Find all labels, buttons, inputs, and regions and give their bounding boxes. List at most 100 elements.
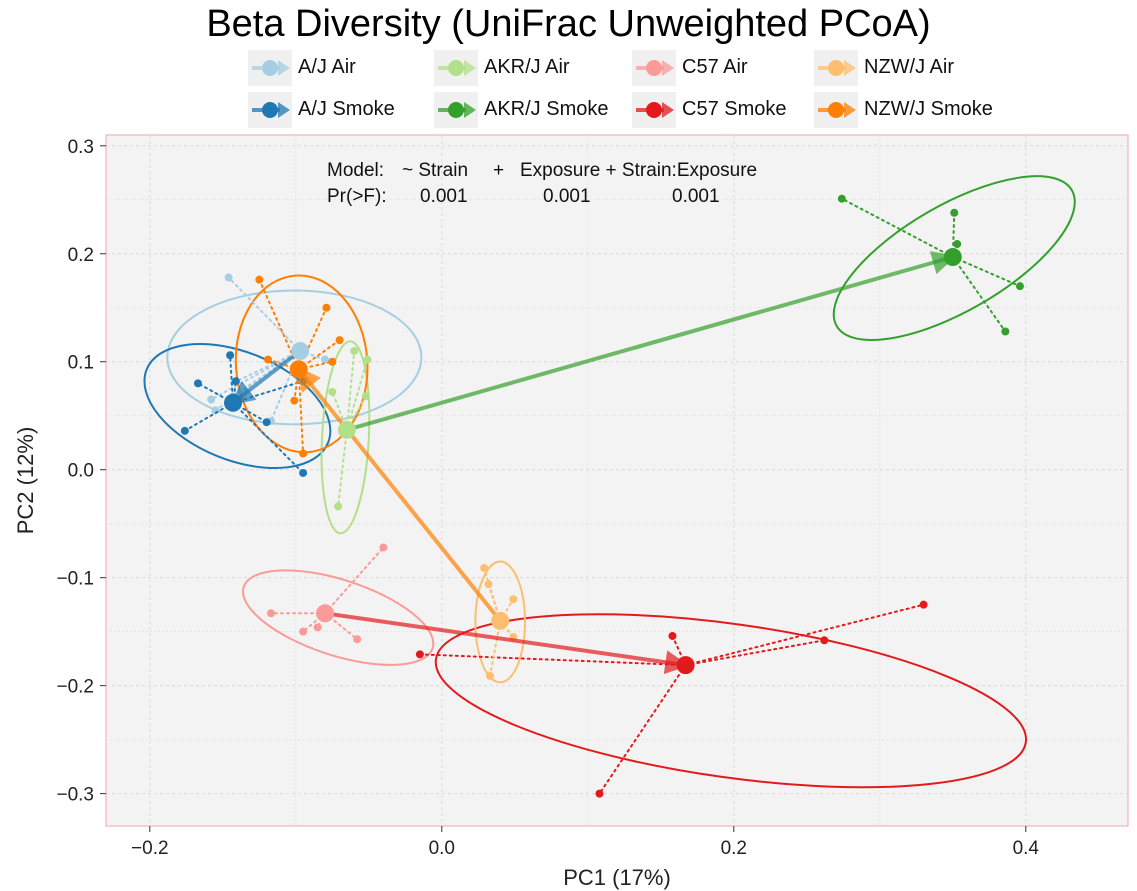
point-c57-smoke	[415, 650, 424, 659]
point-akr-j-air	[363, 355, 372, 364]
shift-arrow	[324, 611, 690, 675]
ellipse-a-j-air	[166, 289, 423, 426]
spider-line-a-j-air	[210, 349, 302, 401]
point-a-j-air	[207, 395, 216, 404]
shift-arrow	[230, 349, 302, 405]
spider-line-akr-j-air	[345, 349, 356, 431]
legend-key-icon	[248, 92, 292, 128]
spider-line-c57-smoke	[598, 664, 687, 795]
y-tick-label: 0.0	[68, 461, 94, 482]
spider-line-a-j-air	[299, 349, 326, 361]
x-tick-label: 0.2	[721, 838, 747, 859]
y-tick-label: 0.1	[68, 353, 94, 374]
spider-line-akr-j-air	[337, 428, 348, 508]
model-term: Exposure + Strain:Exposure	[520, 160, 757, 181]
centroid-a-j-air	[291, 341, 310, 360]
centroid-nzw-j-smoke	[289, 360, 308, 379]
y-tick-label: −0.2	[56, 677, 94, 698]
legend-label: C57 Air	[682, 56, 748, 78]
point-a-j-smoke	[226, 351, 235, 360]
legend-key-icon	[814, 92, 858, 128]
point-a-j-smoke	[299, 468, 308, 477]
point-a-j-smoke	[193, 379, 202, 388]
point-a-j-smoke	[231, 377, 240, 386]
point-c57-smoke	[668, 631, 677, 640]
point-nzw-j-air	[509, 595, 518, 604]
spider-line-c57-air	[302, 612, 326, 633]
legend-label: NZW/J Air	[864, 56, 954, 78]
point-akr-j-air	[334, 502, 343, 511]
point-a-j-smoke	[180, 426, 189, 435]
p-value: 0.001	[543, 186, 591, 207]
point-c57-air	[299, 627, 308, 636]
spider-line-akr-j-air	[345, 358, 369, 431]
panel-background	[105, 134, 1129, 827]
point-akr-j-air	[350, 346, 359, 355]
point-nzw-j-smoke	[290, 396, 299, 405]
point-c57-air	[266, 609, 275, 618]
spider-line-akr-j-smoke	[840, 197, 954, 259]
legend-label: C57 Smoke	[682, 98, 787, 120]
y-tick-label: 0.2	[68, 245, 94, 266]
point-nzw-j-smoke	[335, 336, 344, 345]
model-term: +	[493, 160, 504, 181]
point-a-j-smoke	[262, 418, 271, 427]
y-tick-label: −0.3	[56, 785, 94, 806]
p-value: Pr(>F):	[327, 186, 387, 207]
centroid-a-j-smoke	[224, 393, 243, 412]
x-tick-label: −0.2	[131, 838, 169, 859]
point-nzw-j-smoke	[264, 355, 273, 364]
ellipse-nzw-j-air	[474, 560, 527, 684]
legend-label: AKR/J Smoke	[484, 98, 609, 120]
centroid-c57-air	[316, 604, 334, 623]
point-a-j-air	[224, 273, 233, 282]
ellipse-akr-j-smoke	[832, 175, 1076, 341]
legend-key-icon	[632, 92, 676, 128]
spider-line-akr-j-smoke	[951, 256, 1021, 288]
centroid-c57-smoke	[676, 656, 695, 675]
point-c57-air	[313, 623, 322, 632]
point-nzw-j-smoke	[299, 449, 308, 458]
point-c57-smoke	[595, 789, 604, 798]
legend-key-icon	[248, 50, 292, 86]
chart-title: Beta Diversity (UniFrac Unweighted PCoA)	[206, 3, 931, 45]
ellipse-a-j-smoke	[143, 342, 332, 470]
centroid-akr-j-air	[337, 420, 356, 439]
legend-label: A/J Air	[298, 56, 356, 78]
legend-label: NZW/J Smoke	[864, 98, 993, 120]
model-term: Model:	[327, 160, 384, 181]
point-akr-j-smoke	[1015, 282, 1024, 291]
spider-line-nzw-j-air	[499, 598, 515, 622]
point-akr-j-smoke	[953, 240, 962, 249]
point-nzw-j-air	[484, 580, 493, 589]
legend-key-icon	[434, 50, 478, 86]
shift-arrow	[346, 251, 957, 432]
spider-line-c57-smoke	[684, 603, 925, 667]
legend-label: AKR/J Air	[484, 56, 570, 78]
spider-line-a-j-air	[227, 276, 302, 352]
point-c57-air	[353, 635, 362, 644]
p-value: 0.001	[420, 186, 468, 207]
x-tick-label: 0.0	[429, 838, 455, 859]
spider-line-c57-smoke	[684, 639, 826, 667]
point-c57-smoke	[820, 636, 829, 645]
point-nzw-j-smoke	[322, 303, 331, 312]
point-c57-smoke	[919, 600, 928, 609]
model-term: ~ Strain	[402, 160, 468, 181]
point-akr-j-smoke	[1001, 327, 1010, 336]
point-nzw-j-air	[480, 563, 489, 572]
y-tick-label: 0.3	[68, 137, 94, 158]
spider-line-c57-air	[324, 546, 385, 615]
point-nzw-j-smoke	[255, 275, 264, 284]
point-c57-air	[379, 543, 388, 552]
centroid-akr-j-smoke	[943, 248, 962, 267]
point-akr-j-air	[328, 387, 337, 396]
centroid-nzw-j-air	[491, 611, 510, 630]
legend: A/J Air A/J Smoke AKR/J Air AKR/J Smoke …	[248, 50, 1048, 134]
spider-line-c57-smoke	[418, 653, 687, 667]
point-nzw-j-smoke	[328, 357, 337, 366]
y-tick-label: −0.1	[56, 569, 94, 590]
legend-key-icon	[632, 50, 676, 86]
x-tick-label: 0.4	[1013, 838, 1040, 859]
